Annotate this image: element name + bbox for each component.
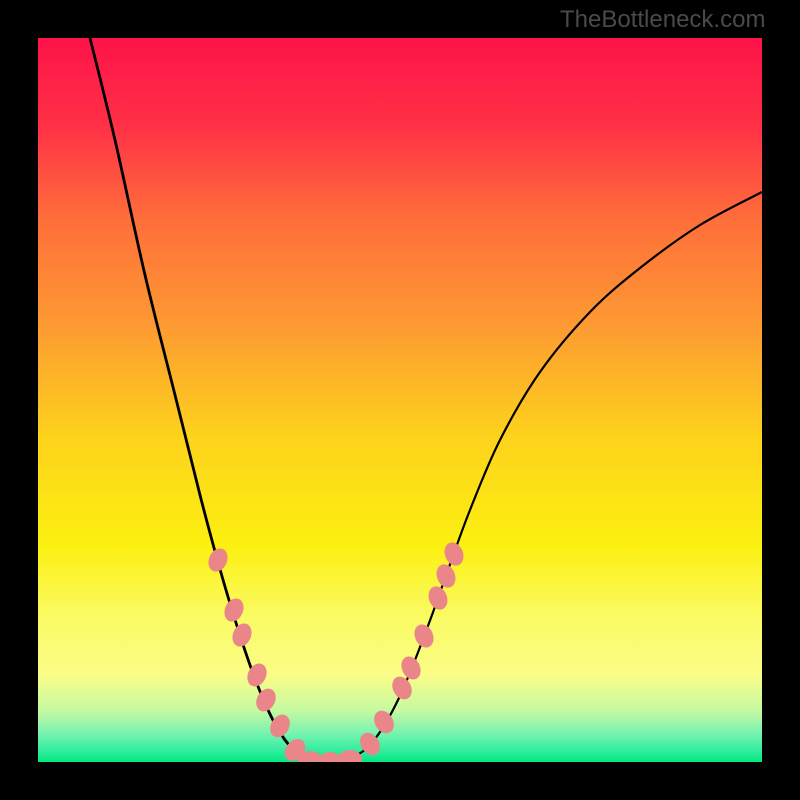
watermark-text: TheBottleneck.com — [560, 6, 765, 34]
chart-svg — [0, 0, 800, 800]
gradient-background — [38, 38, 762, 762]
chart-container: TheBottleneck.com — [0, 0, 800, 800]
